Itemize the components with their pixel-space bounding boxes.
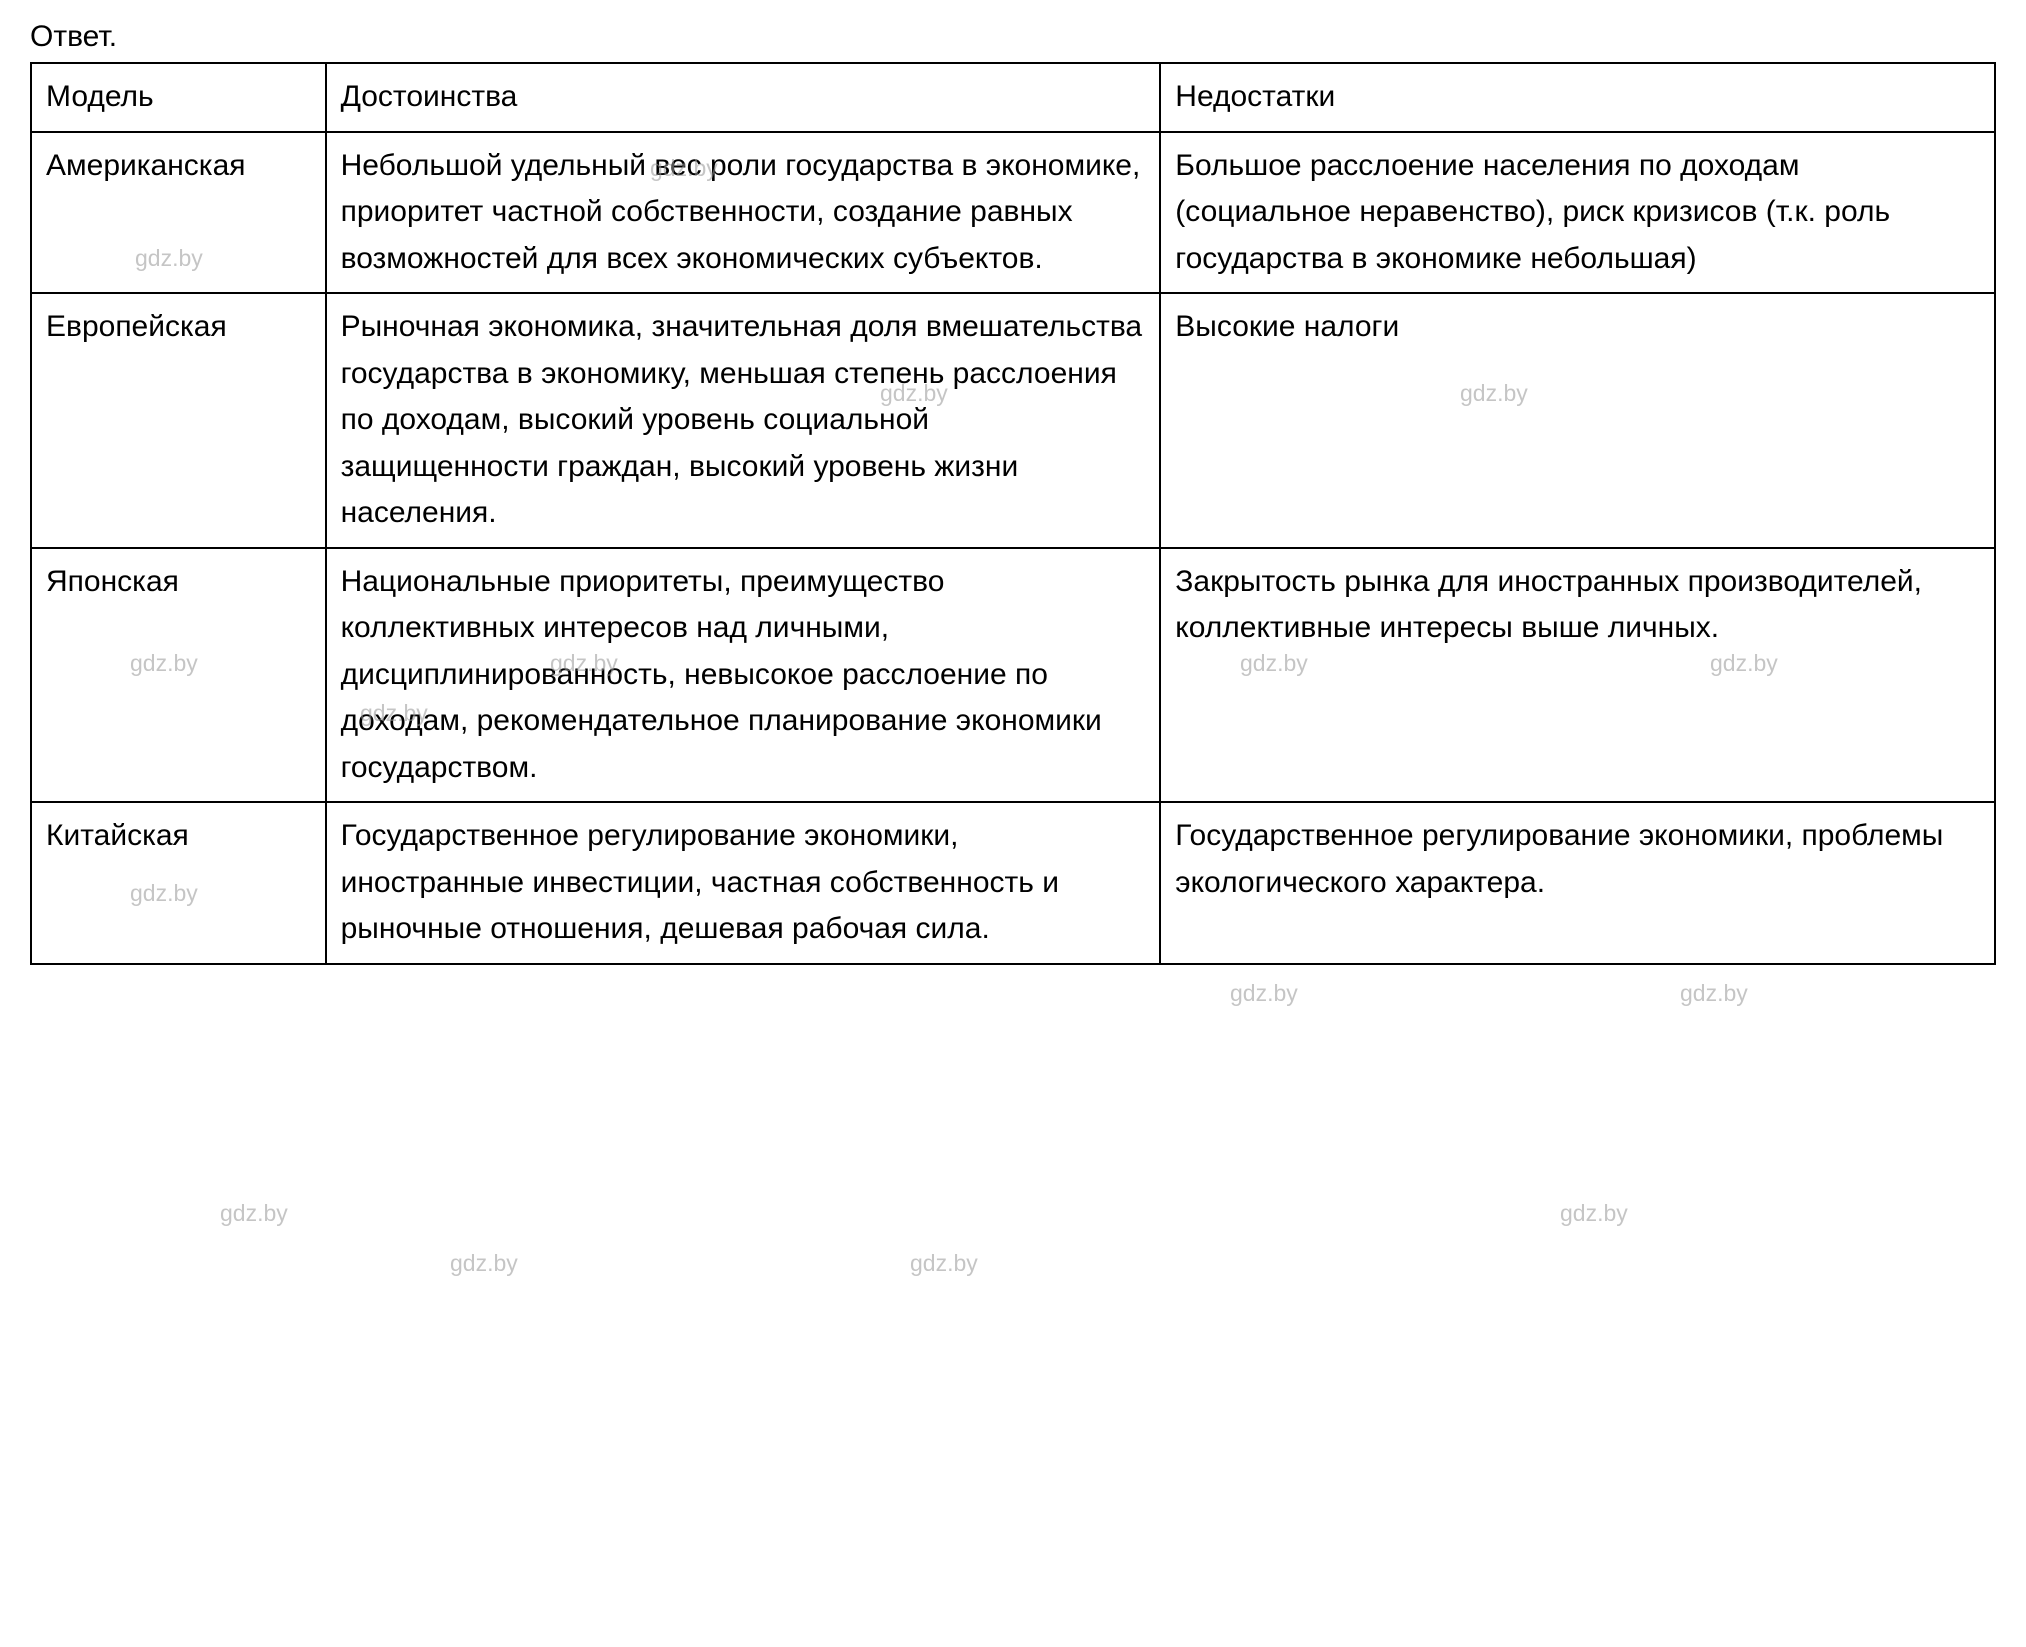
cell-model: Европейская — [31, 293, 326, 548]
cell-flaw: Большое расслоение населения по доходам … — [1160, 132, 1995, 294]
table-header-row: Модель Достоинства Недостатки — [31, 63, 1995, 132]
cell-merit: Государственное регулирование экономики,… — [326, 802, 1161, 964]
header-model: Модель — [31, 63, 326, 132]
table-row: Американская Небольшой удельный вес роли… — [31, 132, 1995, 294]
watermark-text: gdz.by — [450, 1250, 518, 1277]
table-row: Европейская Рыночная экономика, значител… — [31, 293, 1995, 548]
cell-model: Американская — [31, 132, 326, 294]
cell-flaw: Высокие налоги — [1160, 293, 1995, 548]
cell-merit: Национальные приоритеты, преимущество ко… — [326, 548, 1161, 803]
watermark-text: gdz.by — [1230, 980, 1298, 1007]
header-flaw: Недостатки — [1160, 63, 1995, 132]
watermark-text: gdz.by — [220, 1200, 288, 1227]
cell-flaw: Государственное регулирование экономики,… — [1160, 802, 1995, 964]
page-container: Ответ. Модель Достоинства Недостатки Аме… — [30, 20, 1996, 965]
cell-merit: Рыночная экономика, значительная доля вм… — [326, 293, 1161, 548]
models-table: Модель Достоинства Недостатки Американск… — [30, 62, 1996, 965]
cell-model: Китайская — [31, 802, 326, 964]
cell-model: Японская — [31, 548, 326, 803]
table-row: Китайская Государственное регулирование … — [31, 802, 1995, 964]
watermark-text: gdz.by — [910, 1250, 978, 1277]
table-row: Японская Национальные приоритеты, преиму… — [31, 548, 1995, 803]
page-title: Ответ. — [30, 20, 1996, 54]
watermark-text: gdz.by — [1560, 1200, 1628, 1227]
watermark-text: gdz.by — [1680, 980, 1748, 1007]
cell-merit: Небольшой удельный вес роли государства … — [326, 132, 1161, 294]
cell-flaw: Закрытость рынка для иностранных произво… — [1160, 548, 1995, 803]
header-merit: Достоинства — [326, 63, 1161, 132]
